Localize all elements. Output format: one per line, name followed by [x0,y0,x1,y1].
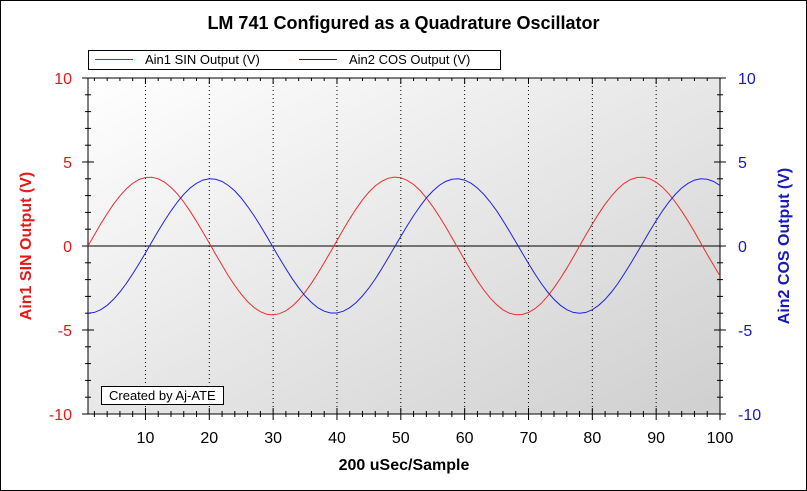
series-sin-line [87,176,721,316]
legend: Ain1 SIN Output (V) Ain2 COS Output (V) [88,50,501,70]
y-right-tick-label: 10 [738,71,756,88]
y-axis-right-label: Ain2 COS Output (V) [776,167,793,325]
x-tick-label: 100 [707,430,734,447]
x-tick-label: 10 [137,430,155,447]
x-tick-label: 40 [328,430,346,447]
legend-label-sin: Ain1 SIN Output (V) [145,52,260,67]
y-right-tick-label: -5 [738,323,752,340]
x-tick-label: 50 [392,430,410,447]
y-right-tick-label: -10 [738,407,761,424]
y-left-tick-label: 10 [54,71,72,88]
x-axis-label: 200 uSec/Sample [338,457,470,474]
y-left-tick-label: 5 [63,155,72,172]
y-right-tick-label: 5 [738,155,747,172]
y-left-tick-label: -5 [58,323,72,340]
legend-item-cos: Ain2 COS Output (V) [299,52,470,67]
credit-annotation: Created by Aj-ATE [101,386,224,405]
y-left-tick-label: -10 [49,407,72,424]
x-tick-label: 90 [647,430,665,447]
x-tick-label: 80 [583,430,601,447]
legend-item-sin: Ain1 SIN Output (V) [95,52,260,67]
legend-label-cos: Ain2 COS Output (V) [349,52,471,67]
x-tick-label: 30 [264,430,282,447]
y-right-tick-label: 0 [738,239,747,256]
x-tick-label: 70 [520,430,538,447]
series-cos-line [87,178,721,314]
x-tick-label: 60 [456,430,474,447]
y-left-tick-label: 0 [63,239,72,256]
x-tick-label: 20 [200,430,218,447]
y-axis-left-label: Ain1 SIN Output (V) [18,171,35,321]
chart-title: LM 741 Configured as a Quadrature Oscill… [207,13,600,33]
